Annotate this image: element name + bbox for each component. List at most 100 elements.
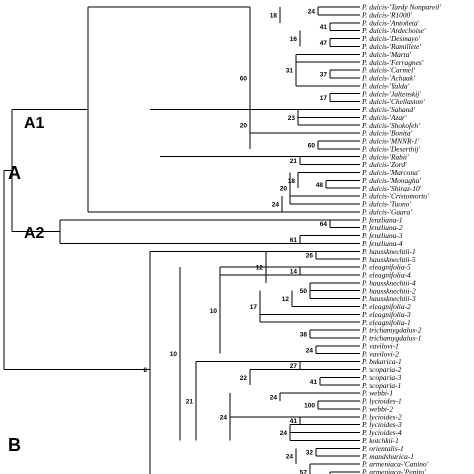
support-value: 37 bbox=[320, 71, 328, 78]
tip-label: P. lycioides-4 bbox=[361, 428, 402, 437]
tree-branches bbox=[3, 6, 360, 474]
clade-label-a: A bbox=[8, 163, 21, 183]
tip-label: P. trichamygdalus-1 bbox=[361, 334, 421, 343]
tip-label: P. dulcis-'Azar' bbox=[361, 113, 407, 122]
tip-label: P. dulcis-'Antoñeta' bbox=[361, 18, 420, 27]
tip-label: P. dulcis-'Marcona' bbox=[361, 168, 420, 177]
support-value: 47 bbox=[320, 40, 328, 47]
tip-label: P. dulcis-'MNNR-1' bbox=[361, 137, 420, 146]
support-value: 31 bbox=[286, 68, 294, 75]
support-value: 60 bbox=[308, 142, 316, 149]
tip-label: P. dulcis-'Deserthij' bbox=[361, 144, 420, 153]
support-value: 64 bbox=[320, 221, 328, 228]
tip-label: P. dulcis-'Tuono' bbox=[361, 200, 411, 209]
support-value: 22 bbox=[240, 375, 248, 382]
tip-label: P. dulcis-'Rabii' bbox=[361, 152, 409, 161]
support-value: 24 bbox=[272, 202, 280, 209]
support-value: 27 bbox=[290, 363, 298, 370]
support-value: 61 bbox=[290, 237, 298, 244]
tip-label: P. orientalis-1 bbox=[361, 444, 404, 453]
support-value: 24 bbox=[286, 454, 294, 461]
support-value: 20 bbox=[280, 186, 288, 193]
tip-label: P. dulcis-'Monagha' bbox=[361, 176, 421, 185]
tip-label: P. scoparia-2 bbox=[361, 365, 402, 374]
support-value: 24 bbox=[280, 430, 288, 437]
tip-label: P. dulcis-'Shiraz-10' bbox=[361, 184, 422, 193]
support-value: 12 bbox=[256, 265, 264, 272]
tip-label: P. eleagnifolia-5 bbox=[361, 263, 411, 272]
tip-label: P. dulcis-'Sahand' bbox=[361, 105, 415, 114]
support-value: 10 bbox=[210, 308, 218, 315]
tip-label: P. dulcis-'Ramillete' bbox=[361, 42, 421, 51]
tip-label: P. dulcis-'Yalda' bbox=[361, 81, 410, 90]
tip-label: P. vavilovi-1 bbox=[361, 341, 399, 350]
tip-label: P. scoparia-3 bbox=[361, 373, 402, 382]
support-value: 21 bbox=[290, 158, 298, 165]
tip-label: P. haussknechtii-5 bbox=[361, 255, 416, 264]
tip-label: P. dulcis-'Marta' bbox=[361, 50, 411, 59]
tip-label: P. dulcis-'Tardy Nonpareil' bbox=[361, 3, 441, 12]
tip-label: P. haussknechtii-2 bbox=[361, 286, 416, 295]
support-value: 23 bbox=[288, 115, 296, 122]
support-value: 32 bbox=[306, 450, 314, 457]
tip-label: P. armeniaca-'Pepito' bbox=[361, 468, 426, 474]
support-value: 41 bbox=[290, 418, 298, 425]
support-value: 10 bbox=[170, 351, 178, 358]
tip-label: P. scoparia-1 bbox=[361, 381, 401, 390]
tip-label: P. bukarica-1 bbox=[361, 357, 402, 366]
tip-label: P. lycioides-2 bbox=[361, 412, 402, 421]
tip-label: P. haussknechtii-1 bbox=[361, 247, 416, 256]
support-value: 24 bbox=[306, 347, 314, 354]
tip-label: P. dulcis-'Ardechoise' bbox=[361, 26, 426, 35]
tip-label: P. kotchkii-1 bbox=[361, 436, 399, 445]
support-value: 16 bbox=[290, 36, 298, 43]
support-value: 57 bbox=[300, 469, 308, 474]
support-value: 21 bbox=[186, 399, 194, 406]
tip-label: P. webbi-2 bbox=[361, 404, 393, 413]
tip-label: P. trichamygdalus-2 bbox=[361, 326, 422, 335]
tip-label: P. vavilovi-2 bbox=[361, 349, 399, 358]
tip-label: P. dulcis-'Achaak' bbox=[361, 74, 415, 83]
support-value: 48 bbox=[316, 182, 324, 189]
tip-label: P. dulcis-'Desmayo' bbox=[361, 34, 420, 43]
tip-labels: P. dulcis-'Tardy Nonpareil'P. dulcis-'R1… bbox=[361, 3, 441, 474]
support-value: 60 bbox=[240, 75, 248, 82]
tip-label: P. lycioides-1 bbox=[361, 397, 402, 406]
tip-label: P. armeniaca-'Canino' bbox=[361, 460, 429, 469]
tip-label: P. dulcis-'Zord' bbox=[361, 160, 407, 169]
tip-label: P. fenzliana-1 bbox=[361, 215, 403, 224]
support-value: 38 bbox=[300, 332, 308, 339]
clade-label-b: B bbox=[8, 435, 21, 455]
tip-label: P. fenzliana-3 bbox=[361, 231, 403, 240]
support-value: 20 bbox=[240, 123, 248, 130]
support-value: 26 bbox=[306, 253, 314, 260]
support-value: 100 bbox=[304, 402, 315, 409]
support-value: 8 bbox=[143, 367, 147, 374]
tip-label: P. dulcis-'Chellaston' bbox=[361, 97, 425, 106]
tip-label: P. dulcis-'Ferragnes' bbox=[361, 58, 424, 67]
support-value: 41 bbox=[320, 24, 328, 31]
support-value: 12 bbox=[282, 296, 290, 303]
tip-label: P. eleagnifolia-4 bbox=[361, 271, 411, 280]
tip-label: P. dulcis-'Guara' bbox=[361, 207, 412, 216]
tip-label: P. eleagnifolia-1 bbox=[361, 318, 411, 327]
support-value: 17 bbox=[320, 95, 328, 102]
tip-label: P. lycioides-3 bbox=[361, 420, 402, 429]
tip-label: P. dulcis-'Bonita' bbox=[361, 129, 413, 138]
tip-label: P. eleagnifolia-2 bbox=[361, 302, 411, 311]
support-value: 50 bbox=[300, 288, 308, 295]
tip-label: P. eleagnifolia-3 bbox=[361, 310, 411, 319]
tip-label: P. fenzliana-2 bbox=[361, 223, 403, 232]
support-value: 24 bbox=[270, 395, 278, 402]
tip-label: P. dulcis-'Cristomorto' bbox=[361, 192, 429, 201]
clade-label-a1: A1 bbox=[24, 115, 45, 132]
tip-label: P. dulcis-'Jaltenskij' bbox=[361, 89, 421, 98]
support-value: 24 bbox=[308, 8, 316, 15]
support-values: 24 18 41 16 47 31 37 17 23 20 60 21 18 48 20 24 64 61 26 12… bbox=[143, 8, 327, 474]
clade-label-a2: A2 bbox=[24, 225, 45, 242]
support-value: 41 bbox=[310, 379, 318, 386]
tip-label: P. haussknechtii-4 bbox=[361, 278, 416, 287]
clade-labels: A A1 A2 B bbox=[8, 115, 45, 455]
tip-label: P. haussknechtii-3 bbox=[361, 294, 416, 303]
